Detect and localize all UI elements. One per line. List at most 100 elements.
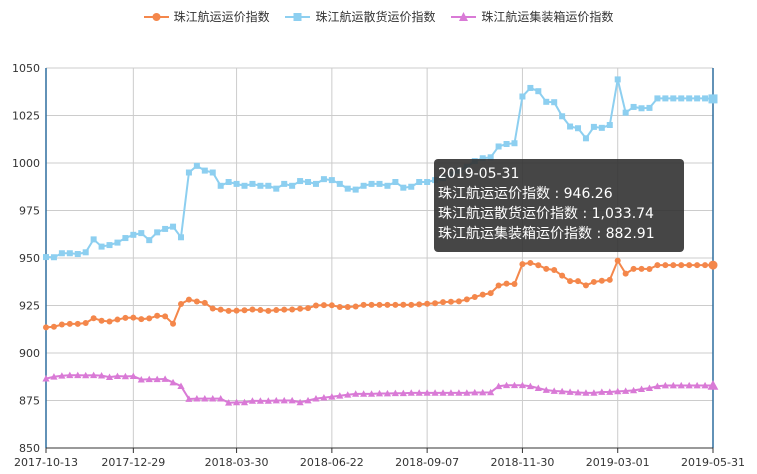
data-point[interactable] <box>320 302 327 309</box>
data-point[interactable] <box>122 235 129 242</box>
data-point[interactable] <box>408 301 415 308</box>
data-point[interactable] <box>288 396 296 404</box>
data-point[interactable] <box>391 389 399 397</box>
data-point[interactable] <box>502 381 511 389</box>
data-point[interactable] <box>432 300 439 307</box>
data-point[interactable] <box>138 316 145 323</box>
data-point[interactable] <box>574 388 582 396</box>
data-point[interactable] <box>328 177 335 184</box>
data-point[interactable] <box>344 185 351 192</box>
data-point[interactable] <box>535 88 542 95</box>
data-point[interactable] <box>90 315 97 322</box>
data-point[interactable] <box>376 180 383 187</box>
data-point[interactable] <box>82 371 90 379</box>
data-point[interactable] <box>344 391 352 398</box>
data-point[interactable] <box>558 387 566 395</box>
data-point[interactable] <box>670 262 677 269</box>
data-point[interactable] <box>582 135 589 142</box>
data-point[interactable] <box>82 319 89 326</box>
data-point[interactable] <box>289 182 296 189</box>
data-point[interactable] <box>510 381 519 389</box>
data-point[interactable] <box>368 180 375 187</box>
data-point[interactable] <box>622 270 629 277</box>
data-point[interactable] <box>312 395 320 402</box>
data-point[interactable] <box>137 376 145 383</box>
data-point[interactable] <box>598 388 606 395</box>
data-point[interactable] <box>582 389 590 396</box>
data-point[interactable] <box>129 372 137 380</box>
data-point[interactable] <box>352 186 359 193</box>
data-point[interactable] <box>519 93 526 100</box>
data-point[interactable] <box>708 260 718 270</box>
data-point[interactable] <box>685 381 693 389</box>
data-point[interactable] <box>575 278 582 285</box>
data-point[interactable] <box>170 320 177 327</box>
data-point[interactable] <box>281 306 288 313</box>
data-point[interactable] <box>312 302 319 309</box>
data-point[interactable] <box>185 296 192 303</box>
data-point[interactable] <box>542 386 550 393</box>
data-point[interactable] <box>384 182 391 189</box>
data-point[interactable] <box>653 382 662 390</box>
data-point[interactable] <box>575 125 582 132</box>
data-point[interactable] <box>614 76 621 83</box>
data-point[interactable] <box>305 179 312 185</box>
data-point[interactable] <box>170 223 177 230</box>
data-point[interactable] <box>217 395 225 402</box>
data-point[interactable] <box>320 176 327 183</box>
data-point[interactable] <box>233 180 240 187</box>
data-point[interactable] <box>447 389 455 396</box>
data-point[interactable] <box>622 109 629 116</box>
data-point[interactable] <box>638 105 645 112</box>
data-point[interactable] <box>375 389 384 397</box>
data-point[interactable] <box>431 389 439 396</box>
data-point[interactable] <box>407 389 415 396</box>
data-point[interactable] <box>90 236 97 243</box>
data-point[interactable] <box>177 300 184 307</box>
data-point[interactable] <box>535 262 542 269</box>
data-point[interactable] <box>694 262 701 269</box>
data-point[interactable] <box>265 307 272 314</box>
data-point[interactable] <box>645 384 654 392</box>
data-point[interactable] <box>518 381 527 389</box>
data-point[interactable] <box>590 278 597 285</box>
data-point[interactable] <box>559 272 566 279</box>
data-point[interactable] <box>707 380 719 390</box>
data-point[interactable] <box>534 384 542 392</box>
data-point[interactable] <box>161 375 169 382</box>
data-point[interactable] <box>201 395 209 402</box>
data-point[interactable] <box>162 225 169 232</box>
data-point[interactable] <box>637 385 646 392</box>
data-point[interactable] <box>98 317 105 324</box>
data-point[interactable] <box>582 282 589 289</box>
data-point[interactable] <box>328 393 336 400</box>
data-point[interactable] <box>606 122 613 128</box>
data-point[interactable] <box>106 318 113 325</box>
data-point[interactable] <box>201 299 208 306</box>
data-point[interactable] <box>249 180 256 187</box>
data-point[interactable] <box>598 277 605 284</box>
data-point[interactable] <box>416 179 423 185</box>
data-point[interactable] <box>694 95 701 102</box>
data-point[interactable] <box>264 397 272 404</box>
data-point[interactable] <box>114 239 121 246</box>
data-point[interactable] <box>566 388 574 395</box>
legend-item-container-index[interactable]: 珠江航运集装箱运价指数 <box>451 8 613 25</box>
data-point[interactable] <box>669 381 677 389</box>
data-point[interactable] <box>193 298 200 305</box>
data-point[interactable] <box>479 388 487 396</box>
data-point[interactable] <box>511 140 518 147</box>
data-point[interactable] <box>121 372 130 380</box>
data-point[interactable] <box>384 301 391 308</box>
data-point[interactable] <box>654 95 661 102</box>
data-point[interactable] <box>646 104 653 111</box>
data-point[interactable] <box>424 300 431 307</box>
data-point[interactable] <box>708 94 718 104</box>
data-point[interactable] <box>423 389 431 396</box>
data-point[interactable] <box>50 373 58 380</box>
data-point[interactable] <box>590 123 597 130</box>
data-point[interactable] <box>392 179 399 185</box>
data-point[interactable] <box>289 306 296 313</box>
data-point[interactable] <box>177 234 184 241</box>
